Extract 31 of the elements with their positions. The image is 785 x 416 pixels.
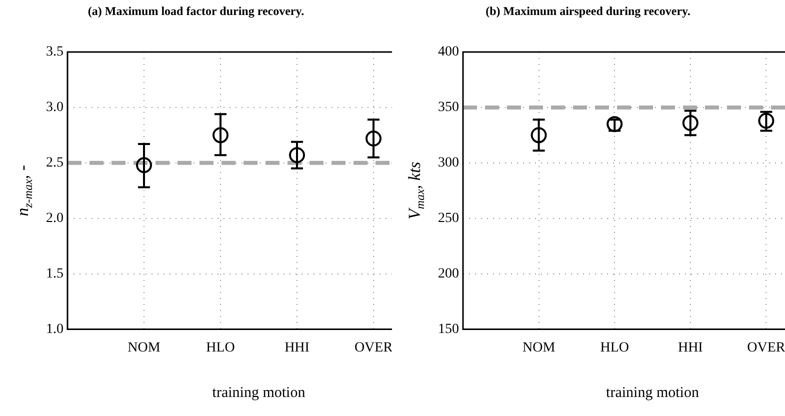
y-tick-label: 3.5 (46, 44, 64, 60)
point (530, 127, 547, 144)
x-tick-label: NOM (128, 340, 161, 356)
y-tick-label: 2.5 (46, 156, 64, 171)
x-tick-label: HHI (678, 340, 704, 356)
y-tick-label: 1.5 (46, 266, 64, 282)
x-axis-title: training motion (606, 384, 700, 401)
x-tick-label: OVER (747, 340, 785, 356)
y-tick-label: 350 (438, 100, 459, 116)
point (366, 130, 382, 146)
y-tick-label: 400 (438, 44, 459, 60)
y-tick-label: 150 (438, 322, 459, 337)
point (682, 114, 698, 131)
x-tick-label: HLO (600, 340, 629, 356)
point (136, 157, 152, 174)
y-tick-label: 250 (438, 210, 459, 226)
x-axis-title: training motion (212, 384, 306, 401)
y-axis-title: Vmax, kts (405, 161, 427, 220)
y-tick-label: 3.0 (46, 100, 64, 116)
y-tick-label: 200 (438, 266, 459, 282)
x-tick-label: HLO (206, 340, 235, 356)
chart-title: (a) Maximum load factor during recovery. (86, 4, 306, 19)
x-tick-label: NOM (522, 340, 556, 356)
x-tick-label: HHI (284, 340, 310, 356)
y-tick-label: 1.0 (46, 322, 64, 337)
y-tick-label: 300 (438, 156, 459, 171)
y-axis-title: nz-max, - (13, 164, 35, 216)
chart-title: (b) Maximum airspeed during recovery. (484, 4, 692, 19)
point (289, 147, 305, 164)
point (212, 127, 228, 144)
y-tick-label: 2.0 (46, 210, 64, 226)
